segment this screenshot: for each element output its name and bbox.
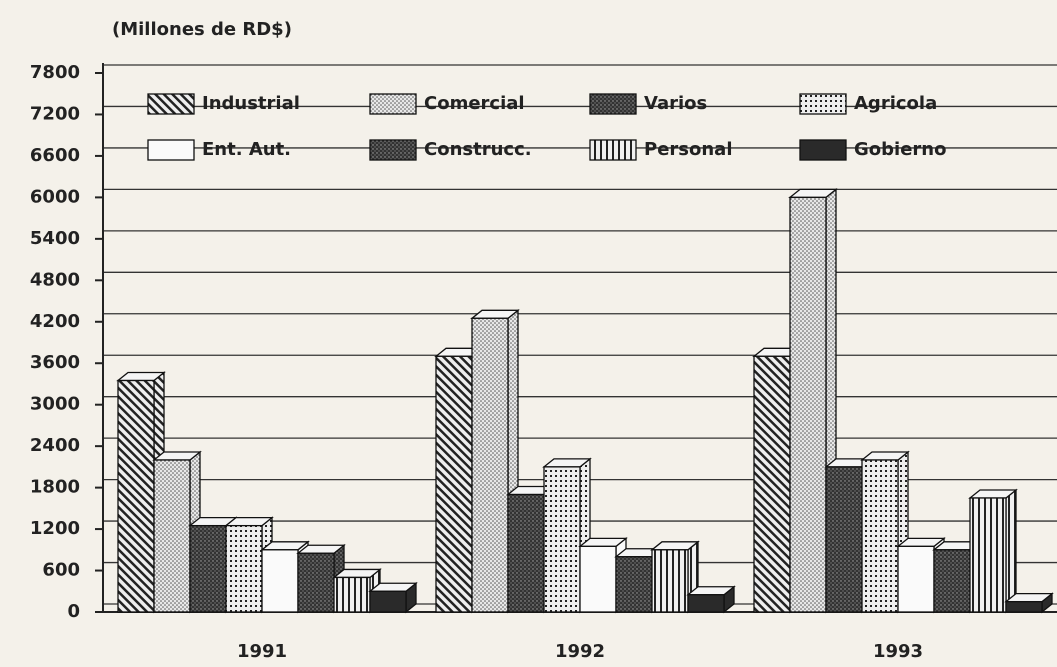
legend-swatch — [369, 139, 417, 161]
legend-swatch — [589, 139, 637, 161]
x-tick-label: 1993 — [873, 641, 923, 662]
legend-swatch — [589, 93, 637, 115]
bar — [686, 585, 736, 614]
bar-front — [861, 459, 899, 613]
x-tick-label: 1991 — [237, 641, 287, 662]
y-tick-label: 4200 — [30, 311, 80, 332]
bar — [368, 581, 418, 614]
bar-front — [333, 576, 371, 613]
bar-front — [615, 556, 653, 613]
bar-front — [297, 552, 335, 613]
bar-front — [261, 549, 299, 613]
bar — [296, 543, 346, 614]
bar-front — [651, 549, 689, 613]
y-tick-label: 4800 — [30, 269, 80, 290]
bar-front — [507, 493, 545, 613]
x-tick-label: 1992 — [555, 641, 605, 662]
legend-swatch — [147, 139, 195, 161]
bar-front — [753, 355, 791, 613]
legend-label: Gobierno — [854, 139, 946, 160]
bar-front — [789, 196, 827, 613]
y-tick-label: 7200 — [30, 103, 80, 124]
bar-front — [579, 545, 617, 613]
y-tick-label: 6600 — [30, 145, 80, 166]
bar-front — [1005, 600, 1043, 613]
legend-swatch — [799, 139, 847, 161]
bar-front — [435, 355, 473, 613]
bar-front — [969, 497, 1007, 613]
bar — [968, 488, 1018, 614]
bar-front — [153, 459, 191, 613]
bar-front — [543, 466, 581, 613]
y-tick-label: 3600 — [30, 352, 80, 373]
bar-front — [897, 545, 935, 613]
y-tick-label: 1800 — [30, 477, 80, 498]
bar-front — [933, 549, 971, 613]
y-tick-label: 2400 — [30, 435, 80, 456]
legend-swatch — [369, 93, 417, 115]
bar — [1004, 592, 1054, 614]
legend-label: Personal — [644, 139, 733, 160]
y-tick-label: 600 — [42, 560, 80, 581]
bar-front — [117, 379, 155, 613]
bar-front — [687, 594, 725, 613]
legend-label: Varios — [644, 93, 707, 114]
legend-label: Industrial — [202, 93, 300, 114]
bar — [470, 308, 520, 614]
legend-label: Agricola — [854, 93, 937, 114]
legend-swatch — [147, 93, 195, 115]
y-tick-label: 1200 — [30, 518, 80, 539]
legend-label: Ent. Aut. — [202, 139, 291, 160]
bar-side — [1005, 488, 1017, 614]
legend-label: Construcc. — [424, 139, 532, 160]
legend-label: Comercial — [424, 93, 525, 114]
bar-front — [825, 466, 863, 613]
y-tick-label: 0 — [67, 601, 80, 622]
y-tick-label: 6000 — [30, 186, 80, 207]
y-tick-label: 7800 — [30, 62, 80, 83]
legend-swatch — [799, 93, 847, 115]
bar-front — [189, 524, 227, 613]
bar-front — [471, 317, 509, 613]
bar-front — [369, 590, 407, 613]
chart-title: (Millones de RD$) — [112, 19, 292, 40]
bar-front — [225, 524, 263, 613]
y-tick-label: 3000 — [30, 394, 80, 415]
y-tick-label: 5400 — [30, 228, 80, 249]
